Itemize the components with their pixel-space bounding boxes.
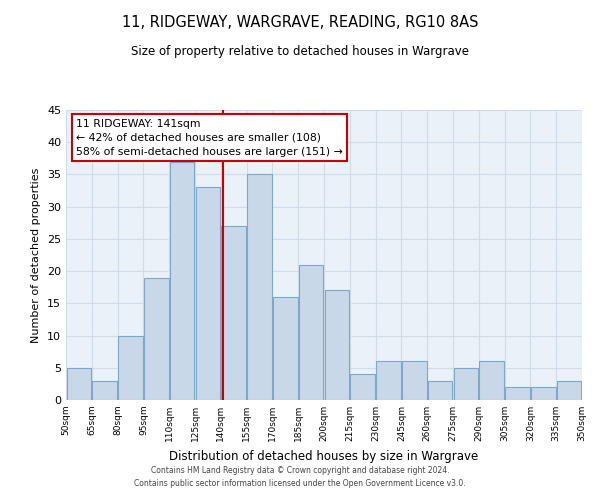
Text: 11 RIDGEWAY: 141sqm
← 42% of detached houses are smaller (108)
58% of semi-detac: 11 RIDGEWAY: 141sqm ← 42% of detached ho…	[76, 118, 343, 156]
Text: Size of property relative to detached houses in Wargrave: Size of property relative to detached ho…	[131, 45, 469, 58]
Bar	[454, 368, 478, 400]
Bar	[118, 336, 143, 400]
Bar	[92, 380, 117, 400]
Bar	[557, 380, 581, 400]
Bar	[221, 226, 246, 400]
Bar	[428, 380, 452, 400]
Text: 11, RIDGEWAY, WARGRAVE, READING, RG10 8AS: 11, RIDGEWAY, WARGRAVE, READING, RG10 8A…	[122, 15, 478, 30]
Bar	[479, 362, 504, 400]
Bar	[376, 362, 401, 400]
Bar	[247, 174, 272, 400]
Bar	[144, 278, 169, 400]
Text: Contains HM Land Registry data © Crown copyright and database right 2024.
Contai: Contains HM Land Registry data © Crown c…	[134, 466, 466, 487]
Bar	[350, 374, 375, 400]
Bar	[505, 387, 530, 400]
Bar	[325, 290, 349, 400]
Y-axis label: Number of detached properties: Number of detached properties	[31, 168, 41, 342]
Bar	[299, 264, 323, 400]
Bar	[170, 162, 194, 400]
Bar	[196, 188, 220, 400]
X-axis label: Distribution of detached houses by size in Wargrave: Distribution of detached houses by size …	[169, 450, 479, 462]
Bar	[273, 297, 298, 400]
Bar	[402, 362, 427, 400]
Bar	[531, 387, 556, 400]
Bar	[67, 368, 91, 400]
